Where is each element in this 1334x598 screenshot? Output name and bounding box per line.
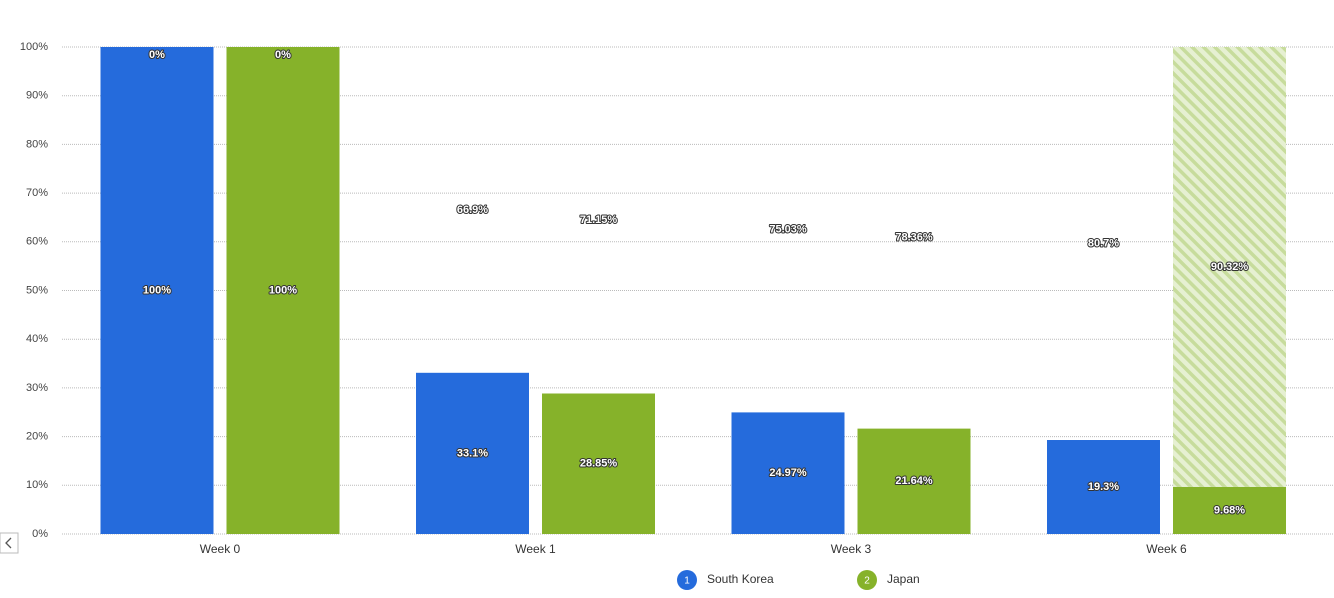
value-label: 75.03%	[769, 224, 807, 236]
x-tick-label: Week 1	[515, 542, 556, 556]
y-tick-label: 100%	[20, 41, 48, 53]
x-tick-label: Week 6	[1146, 542, 1187, 556]
y-tick-label: 60%	[26, 236, 48, 248]
rest-segment	[1173, 47, 1286, 487]
x-tick-label: Week 3	[831, 542, 872, 556]
bar-segment	[731, 412, 845, 534]
value-label: 24.97%	[769, 467, 807, 479]
bar-segment	[226, 47, 340, 534]
value-label: 100%	[143, 284, 171, 296]
y-tick-label: 30%	[26, 382, 48, 394]
button-frame[interactable]	[0, 532, 19, 554]
value-label: 80.7%	[1088, 237, 1119, 249]
value-label: 0%	[275, 49, 291, 61]
bar-segment	[416, 372, 529, 534]
y-tick-label: 40%	[26, 333, 48, 345]
y-tick-label: 90%	[26, 90, 48, 102]
chevron-icon[interactable]	[5, 537, 12, 549]
y-tick-label: 70%	[26, 187, 48, 199]
bar-segment	[542, 393, 655, 534]
bar-segment	[100, 47, 214, 534]
bar-segment	[1173, 486, 1286, 534]
value-label: 28.85%	[580, 458, 618, 470]
legend-label: South Korea	[707, 572, 774, 586]
legend-number: 1	[684, 576, 690, 587]
y-tick-label: 50%	[26, 284, 48, 296]
value-label: 19.3%	[1088, 481, 1119, 493]
bar-segment	[857, 428, 971, 534]
value-label: 100%	[269, 284, 297, 296]
legend-swatch	[677, 570, 697, 590]
y-tick-label: 80%	[26, 138, 48, 150]
value-label: 71.15%	[580, 214, 618, 226]
prev-button[interactable]	[0, 532, 19, 554]
y-tick-label: 10%	[26, 479, 48, 491]
value-label: 66.9%	[457, 204, 488, 216]
bar-segment	[1047, 440, 1160, 534]
value-label: 21.64%	[895, 475, 933, 487]
y-tick-label: 0%	[32, 528, 48, 540]
legend-swatch	[857, 570, 877, 590]
legend-number: 2	[864, 576, 870, 587]
x-tick-label: Week 0	[200, 542, 241, 556]
legend-label: Japan	[887, 572, 920, 586]
value-label: 78.36%	[895, 232, 933, 244]
value-label: 9.68%	[1214, 504, 1245, 516]
value-label: 33.1%	[457, 447, 488, 459]
value-label: 90.32%	[1211, 261, 1249, 273]
value-label: 0%	[149, 49, 165, 61]
y-tick-label: 20%	[26, 431, 48, 443]
